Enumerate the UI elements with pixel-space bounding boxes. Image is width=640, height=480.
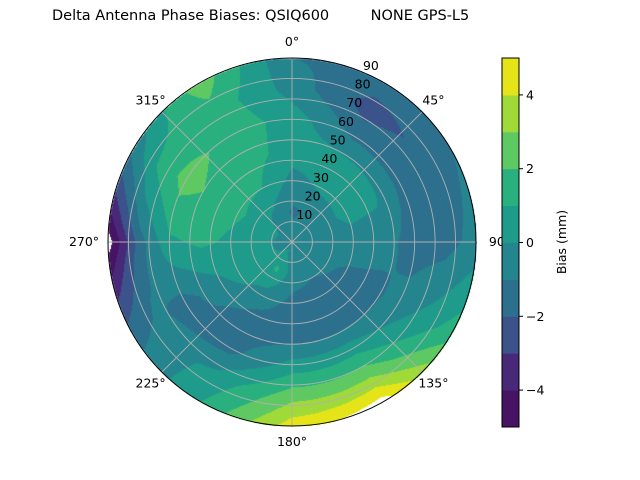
radial-tick-label: 50 (330, 132, 346, 147)
radial-tick-label: 10 (296, 207, 312, 222)
colorbar-band (502, 205, 519, 243)
radial-tick-label: 30 (313, 170, 329, 185)
angular-gridline (291, 241, 423, 373)
angular-gridline (291, 111, 423, 243)
colorbar-tick-label: −2 (526, 309, 544, 324)
radial-tick-label: 20 (305, 189, 321, 204)
angular-tick-labels: 0°45°90°135°180°225°270°315° (69, 34, 511, 449)
colorbar-band (502, 316, 519, 354)
radial-tick-label: 70 (346, 95, 362, 110)
radial-tick-label: 80 (355, 76, 371, 91)
colorbar-tick-label: 0 (526, 235, 534, 250)
angular-tick-label: 45° (422, 93, 444, 108)
radial-tick-labels: 10 20 30 40 50 60 70 80 90 (296, 58, 378, 222)
colorbar-band (502, 242, 519, 280)
radial-tick-label: 40 (321, 151, 337, 166)
colorbar-band (502, 353, 519, 391)
angular-tick-label: 0° (285, 34, 299, 49)
colorbar-band (502, 131, 519, 170)
chart-title: Delta Antenna Phase Biases: QSIQ600 NONE… (52, 8, 470, 24)
angular-tick-label: 270° (69, 234, 99, 249)
colorbar-tick-label: 2 (526, 161, 534, 176)
colorbar-band (502, 58, 519, 96)
angular-gridline (161, 111, 293, 243)
angular-tick-label: 180° (277, 434, 307, 449)
polar-frame (107, 57, 477, 427)
radial-tick-label: 90 (363, 58, 379, 73)
colorbar-band (502, 279, 519, 317)
polar-grid (107, 57, 477, 427)
colorbar-band (502, 390, 519, 428)
angular-tick-label: 135° (418, 375, 448, 390)
colorbar-band (502, 168, 519, 207)
colorbar: −4 −2 0 2 4 (501, 57, 544, 428)
angular-tick-label: 315° (136, 93, 166, 108)
colorbar-tick-label: 4 (526, 87, 534, 102)
colorbar-label: Bias (mm) (554, 210, 569, 274)
angular-gridline (161, 241, 293, 373)
colorbar-tick-label: −4 (526, 383, 544, 398)
colorbar-band (502, 94, 519, 133)
angular-tick-label: 225° (136, 375, 166, 390)
radial-tick-label: 60 (338, 114, 354, 129)
